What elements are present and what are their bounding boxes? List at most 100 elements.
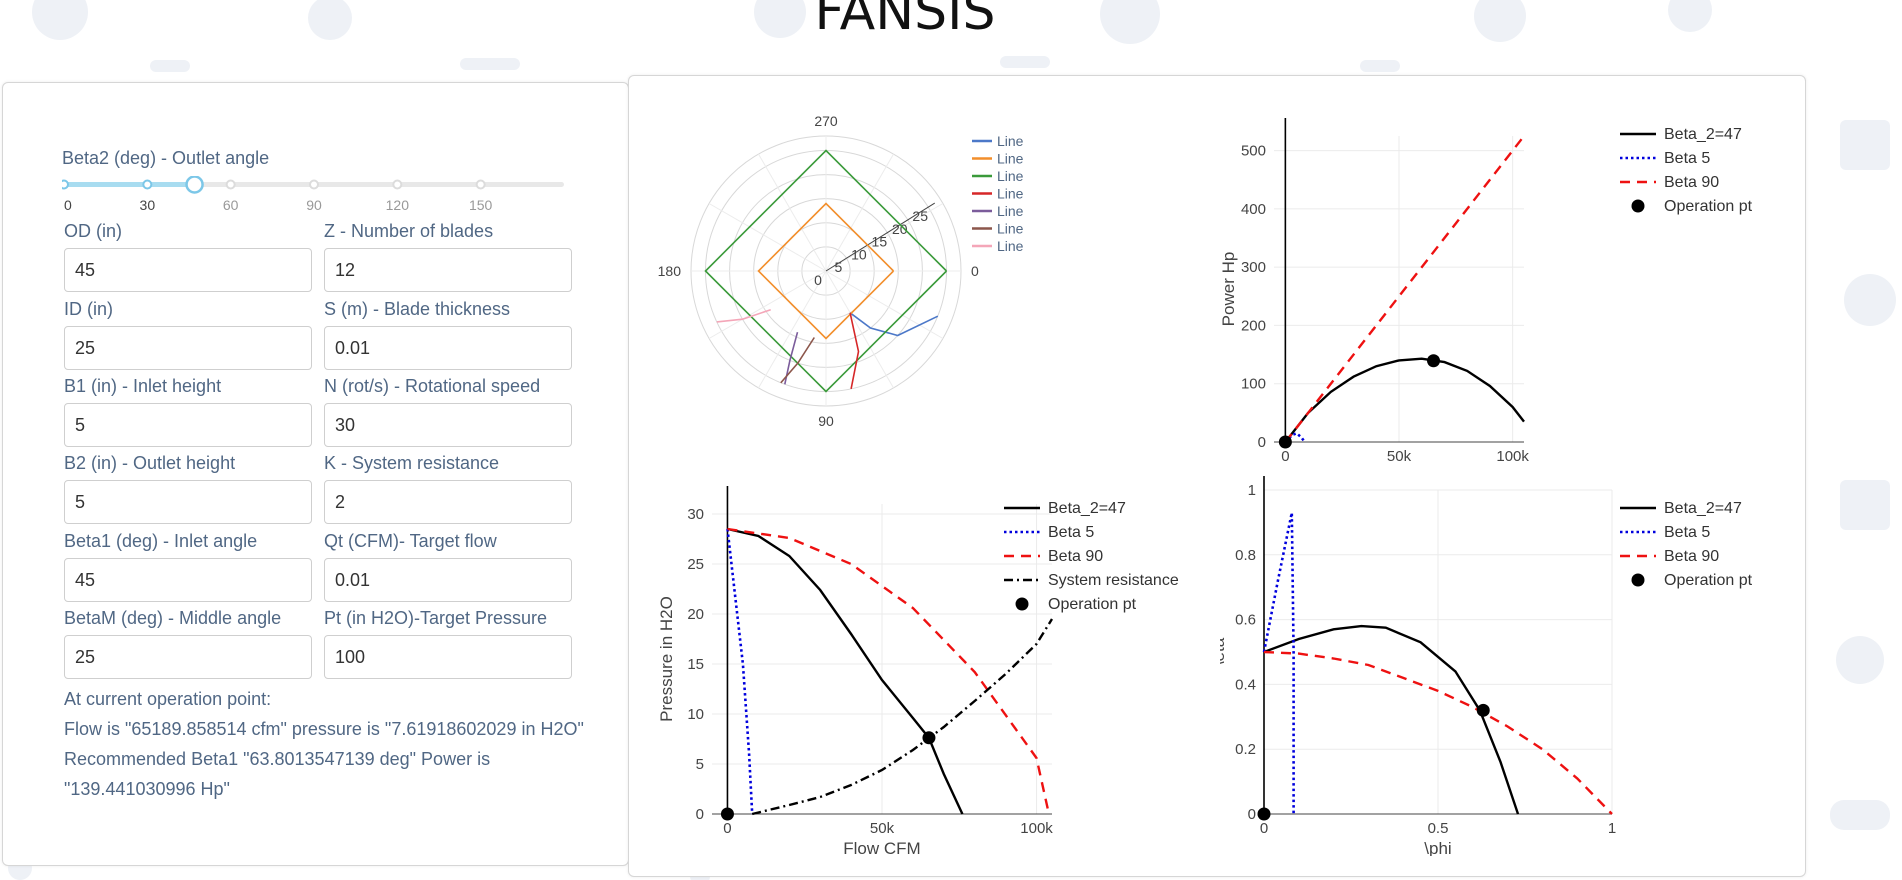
beta2-slider[interactable]: 0 30 60 90 120 150 bbox=[62, 176, 566, 216]
legend-swatch[interactable] bbox=[1015, 597, 1029, 611]
series-line[interactable] bbox=[1284, 357, 1525, 443]
y-tick-label: 30 bbox=[687, 506, 704, 523]
legend-label: System resistance bbox=[1048, 572, 1179, 589]
polar-grid-spoke bbox=[825, 270, 894, 389]
polar-series-line[interactable] bbox=[780, 337, 815, 384]
legend-label: Operation pt bbox=[1664, 198, 1753, 215]
efficiency-chart[interactable]: 0 0.2 0.4 0.6 0.8 1 0 0.5 1 \phi \eta Beta_2=47 Beta… bbox=[1220, 476, 1800, 856]
polar-series-line[interactable] bbox=[716, 308, 771, 323]
slider-mark-label: 150 bbox=[469, 197, 493, 213]
y-tick-label: 0.6 bbox=[1235, 612, 1256, 629]
x-tick-label: 50k bbox=[870, 820, 895, 837]
x-tick-label: 1 bbox=[1608, 820, 1616, 837]
legend-swatch[interactable] bbox=[1631, 199, 1645, 213]
polar-angular-tick: 270 bbox=[814, 113, 838, 129]
series-line[interactable] bbox=[1262, 512, 1295, 814]
pt-input[interactable] bbox=[324, 635, 572, 679]
y-tick-label: 0 bbox=[1258, 434, 1266, 451]
series-line[interactable] bbox=[1263, 624, 1520, 815]
parameters-panel bbox=[2, 82, 629, 866]
z-label: Z - Number of blades bbox=[324, 221, 494, 241]
polar-series-line[interactable] bbox=[704, 149, 948, 393]
y-axis-title: \eta bbox=[1220, 637, 1228, 666]
polar-series-line[interactable] bbox=[849, 312, 860, 390]
polar-legend-label: Line bbox=[997, 203, 1024, 219]
polar-angular-tick: 0 bbox=[971, 263, 979, 279]
qt-input[interactable] bbox=[324, 558, 572, 602]
series-line[interactable] bbox=[727, 527, 964, 815]
series-line[interactable] bbox=[1263, 650, 1613, 815]
series-line[interactable] bbox=[726, 528, 754, 815]
y-tick-label: 400 bbox=[1241, 201, 1266, 218]
slider-mark-label: 60 bbox=[223, 197, 239, 213]
result-heading: At current operation point: bbox=[64, 689, 272, 709]
x-tick-label: 100k bbox=[1020, 820, 1053, 837]
legend-label: Beta 90 bbox=[1048, 548, 1103, 565]
n-input[interactable] bbox=[324, 403, 572, 447]
slider-mark-dot[interactable] bbox=[475, 179, 486, 190]
polar-grid-spoke bbox=[758, 270, 827, 389]
b2-input[interactable] bbox=[64, 480, 312, 524]
polar-series-line[interactable] bbox=[849, 312, 939, 337]
k-input[interactable] bbox=[324, 480, 572, 524]
k-label: K - System resistance bbox=[324, 453, 500, 473]
legend-label: Beta 5 bbox=[1664, 150, 1710, 167]
y-tick-label: 25 bbox=[687, 556, 704, 573]
slider-mark-dot[interactable] bbox=[392, 179, 403, 190]
slider-mark-dot[interactable] bbox=[225, 179, 236, 190]
charts-panel bbox=[628, 75, 1806, 877]
beta1-input[interactable] bbox=[64, 558, 312, 602]
series-line[interactable] bbox=[1284, 135, 1525, 443]
polar-radial-tick: 15 bbox=[872, 234, 888, 250]
slider-mark-dot[interactable] bbox=[142, 179, 153, 190]
legend-swatch[interactable] bbox=[1631, 573, 1645, 587]
legend-label: Beta_2=47 bbox=[1048, 500, 1126, 517]
slider-mark-dot[interactable] bbox=[309, 179, 319, 190]
legend-label: Beta_2=47 bbox=[1664, 500, 1742, 517]
polar-legend-label: Line bbox=[997, 168, 1024, 184]
polar-series-line[interactable] bbox=[757, 202, 895, 340]
y-tick-label: 100 bbox=[1241, 376, 1266, 393]
polar-grid-spoke bbox=[825, 153, 894, 272]
x-axis-title: \phi bbox=[1424, 839, 1451, 856]
legend-label: Beta 90 bbox=[1664, 548, 1719, 565]
polar-legend-label: Line bbox=[997, 133, 1024, 149]
operation-point-marker[interactable] bbox=[1278, 435, 1292, 449]
b1-input[interactable] bbox=[64, 403, 312, 447]
operation-point-marker[interactable] bbox=[720, 807, 734, 821]
slider-mark-dot[interactable] bbox=[62, 179, 69, 190]
y-axis-title: Power Hp bbox=[1220, 252, 1238, 327]
od-input[interactable] bbox=[64, 248, 312, 292]
power-chart[interactable]: 0 100 200 300 400 500 0 50k 100k Power Hp Beta_2=4… bbox=[1220, 104, 1800, 464]
operation-result: At current operation point: Flow is "651… bbox=[64, 684, 584, 804]
operation-point-marker[interactable] bbox=[1257, 807, 1271, 821]
slider-mark-label: 30 bbox=[140, 197, 156, 213]
operation-point-marker[interactable] bbox=[1427, 354, 1441, 368]
z-input[interactable] bbox=[324, 248, 572, 292]
polar-radial-tick: 5 bbox=[835, 259, 843, 275]
x-tick-label: 100k bbox=[1496, 448, 1529, 464]
operation-point-marker[interactable] bbox=[922, 731, 936, 745]
x-axis-title: Flow CFM bbox=[843, 839, 920, 856]
betam-input[interactable] bbox=[64, 635, 312, 679]
s-input[interactable] bbox=[324, 326, 572, 370]
series-line[interactable] bbox=[727, 527, 1051, 815]
polar-radial-tick: 0 bbox=[814, 272, 822, 288]
qt-label: Qt (CFM)- Target flow bbox=[324, 531, 497, 551]
s-label: S (m) - Blade thickness bbox=[324, 299, 511, 319]
betam-label: BetaM (deg) - Middle angle bbox=[64, 608, 282, 628]
slider-track[interactable] bbox=[64, 182, 195, 187]
legend-label: Beta 5 bbox=[1664, 524, 1710, 541]
id-input[interactable] bbox=[64, 326, 312, 370]
operation-point-marker[interactable] bbox=[1476, 703, 1490, 717]
slider-handle[interactable] bbox=[185, 176, 204, 194]
slider-mark-label: 120 bbox=[386, 197, 410, 213]
x-tick-label: 0 bbox=[723, 820, 731, 837]
series-line[interactable] bbox=[751, 618, 1054, 816]
pressure-chart[interactable]: 0 5 10 15 20 25 30 0 50k 100k Flow CFM Pressure in … bbox=[650, 476, 1210, 856]
polar-chart[interactable]: 0510152025090180270LineLineLineLineLineL… bbox=[650, 104, 1050, 444]
y-tick-label: 0.2 bbox=[1235, 741, 1256, 758]
polar-radial-axis bbox=[825, 202, 936, 272]
b1-label: B1 (in) - Inlet height bbox=[64, 376, 222, 396]
